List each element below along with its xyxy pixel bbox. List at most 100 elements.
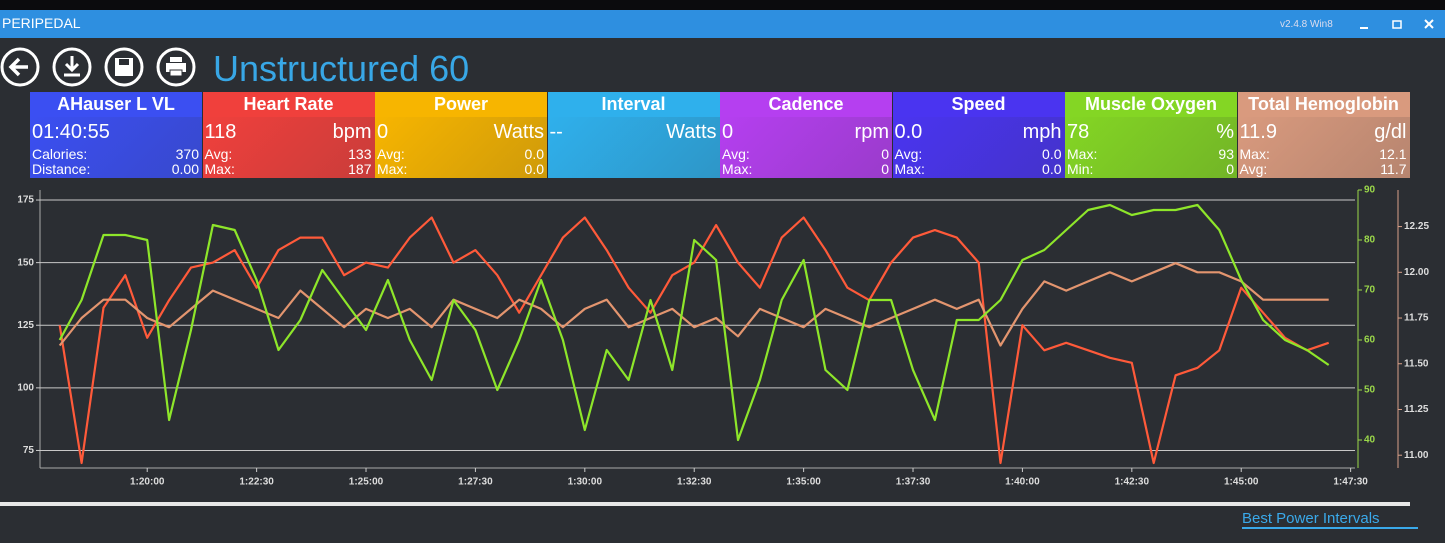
metric-tile: Cadence 0 rpm Avg: 0 Max: 0 — [720, 92, 892, 178]
tile-row: Max: 0 — [722, 162, 889, 177]
metric-tile: Total Hemoglobin 11.9 g/dl Max: 12.1 Avg: 11.7 — [1237, 92, 1410, 178]
x-tick-label: 1:20:00 — [130, 477, 165, 488]
x-tick-label: 1:30:00 — [568, 477, 603, 488]
row-value: 0.0 — [524, 146, 544, 162]
tile-unit: Watts — [666, 121, 717, 143]
y2-tick-label: 60 — [1364, 335, 1376, 346]
y-tick-label: 150 — [17, 257, 34, 268]
tile-row: Avg: 0.0 — [377, 147, 544, 162]
x-tick-label: 1:45:00 — [1224, 477, 1259, 488]
tile-body: 01:40:55 Calories: 370 Distance: 0.00 — [30, 117, 202, 178]
tile-row: Max: 0.0 — [377, 162, 544, 177]
tile-unit: rpm — [854, 121, 889, 143]
row-label: Max: — [1067, 146, 1098, 162]
row-value: 0 — [881, 146, 889, 162]
row-value: 370 — [175, 146, 199, 162]
download-button[interactable] — [52, 47, 92, 87]
tile-title: Cadence — [720, 92, 892, 117]
tile-title: AHauser L VL — [30, 92, 202, 117]
row-value: 93 — [1218, 146, 1234, 162]
tile-value: 11.9 — [1239, 121, 1277, 143]
y2-tick-label: 50 — [1364, 385, 1376, 396]
tile-title: Heart Rate — [202, 92, 375, 117]
tile-body: 78% Max: 93 Min: 0 — [1065, 117, 1237, 178]
back-button[interactable] — [0, 47, 40, 87]
print-button[interactable] — [156, 47, 196, 87]
tile-value: 78 — [1067, 121, 1090, 143]
maximize[interactable] — [1392, 20, 1402, 29]
app-name: PERIPEDAL — [2, 15, 81, 31]
metric-tile: Heart Rate 118 bpm Avg: 133 Max: 187 — [202, 92, 375, 178]
y3-tick-label: 12.00 — [1404, 267, 1429, 278]
y-tick-label: 175 — [17, 195, 34, 206]
x-tick-label: 1:27:30 — [458, 477, 493, 488]
page-title: Unstructured 60 — [213, 48, 470, 89]
tile-row: Avg: 11.7 — [1240, 162, 1407, 177]
close[interactable] — [1424, 19, 1434, 29]
row-value: 0 — [1226, 161, 1234, 177]
tile-unit: bpm — [332, 121, 372, 143]
y2-tick-label: 40 — [1364, 435, 1376, 446]
tile-value: 118 — [204, 121, 237, 143]
x-tick-label: 1:22:30 — [239, 477, 274, 488]
x-tick-label: 1:47:30 — [1333, 477, 1368, 488]
tile-row: Distance: 0.00 — [32, 162, 199, 177]
row-value: 0 — [881, 161, 889, 177]
row-label: Max: — [722, 161, 753, 177]
x-tick-label: 1:42:30 — [1115, 477, 1150, 488]
x-tick-label: 1:40:00 — [1005, 477, 1040, 488]
y3-tick-label: 12.25 — [1404, 221, 1429, 232]
tile-row: Avg: 0.0 — [895, 147, 1062, 162]
tile-body: -- Watts — [547, 117, 720, 178]
row-value: 12.1 — [1379, 146, 1407, 162]
separator — [0, 502, 1410, 506]
tile-body: 0 rpm Avg: 0 Max: 0 — [720, 117, 892, 178]
x-tick-label: 1:25:00 — [349, 477, 384, 488]
y-tick-label: 125 — [17, 320, 34, 331]
tile-body: 11.9 g/dl Max: 12.1 Avg: 11.7 — [1237, 117, 1410, 178]
title-bar — [0, 10, 1445, 38]
row-value: 0.0 — [1042, 146, 1062, 162]
row-label: Max: — [204, 161, 235, 177]
y2-tick-label: 70 — [1364, 285, 1376, 296]
row-label: Max: — [894, 161, 925, 177]
data-line — [58, 262, 1329, 347]
tile-body: 0.0 mph Avg: 0.0 Max: 0.0 — [892, 117, 1065, 178]
save-button[interactable] — [104, 47, 144, 87]
row-value: 133 — [348, 146, 372, 162]
row-label: Avg: — [1239, 161, 1268, 177]
x-tick-label: 1:32:30 — [677, 477, 712, 488]
window-controls — [1360, 19, 1434, 29]
tile-body: 118 bpm Avg: 133 Max: 187 — [202, 117, 375, 178]
y3-tick-label: 11.50 — [1404, 358, 1429, 369]
row-label: Avg: — [722, 146, 750, 162]
row-label: Max: — [1239, 146, 1270, 162]
bezel — [0, 0, 1445, 10]
tile-unit: g/dl — [1374, 121, 1407, 143]
metric-tile: AHauser L VL 01:40:55 Calories: 370 Distance… — [30, 92, 202, 178]
tile-value: 0.0 — [894, 121, 923, 143]
tile-value: 0 — [377, 121, 389, 143]
metric-tile: Power 0 Watts Avg: 0.0 Max: 0.0 — [375, 92, 547, 178]
tile-row: Min: 0 — [1067, 162, 1234, 177]
version: v2.4.8 Win8 — [1280, 19, 1333, 30]
best-power-link[interactable]: Best Power Intervals — [1242, 510, 1418, 529]
row-value: 187 — [348, 161, 372, 177]
tile-row: Avg: 133 — [205, 147, 372, 162]
x-tick-label: 1:35:00 — [786, 477, 821, 488]
tile-title: Power — [375, 92, 547, 117]
tile-title: Total Hemoglobin — [1237, 92, 1410, 117]
y2-tick-label: 90 — [1364, 185, 1376, 196]
row-value: 0.0 — [524, 161, 544, 177]
tile-value: 0 — [722, 121, 734, 143]
tile-unit: mph — [1022, 121, 1062, 143]
row-label: Calories: — [32, 146, 88, 162]
data-line — [58, 203, 1330, 442]
tile-unit: % — [1216, 121, 1234, 143]
row-label: Distance: — [32, 161, 91, 177]
toolbar — [0, 47, 196, 87]
y-tick-label: 75 — [23, 445, 35, 456]
tile-row: Avg: 0 — [722, 147, 889, 162]
tile-body: 0 Watts Avg: 0.0 Max: 0.0 — [375, 117, 547, 178]
metric-tile: Muscle Oxygen 78% Max: 93 Min: 0 — [1065, 92, 1237, 178]
